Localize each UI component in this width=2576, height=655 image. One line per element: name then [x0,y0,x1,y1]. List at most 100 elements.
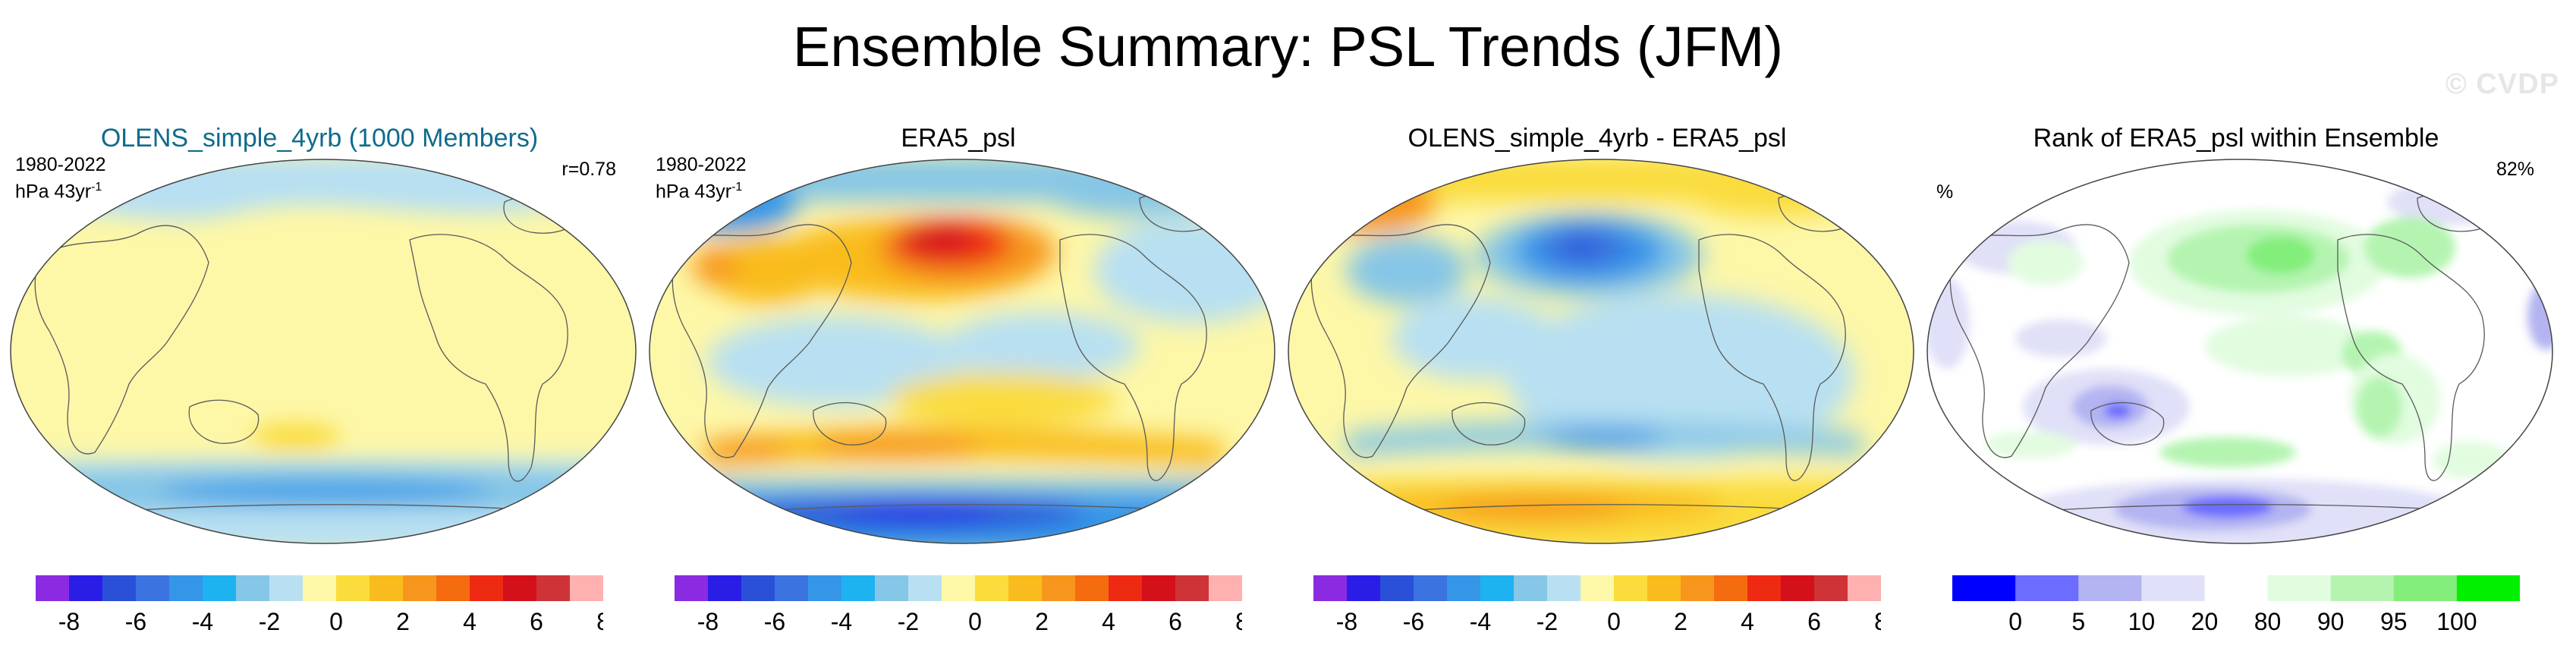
period-label: 1980-2022 [656,154,747,175]
colorbar-swatch [370,575,404,601]
colorbar-tick-label: 20 [2191,608,2219,633]
colorbar-tick-label: 4 [463,608,477,633]
panel-title: OLENS_simple_4yrb (1000 Members) [100,124,539,153]
colorbar-tick-label: 100 [2436,608,2477,633]
colorbar-swatch [403,575,437,601]
colorbar-swatch [975,575,1009,601]
colorbar-swatch [908,575,942,601]
colorbar-tick-label: -4 [192,608,213,633]
colorbar-swatch [2267,575,2332,601]
colorbar-swatch [36,575,70,601]
colorbar-swatch [1614,575,1648,601]
colorbar-swatch [203,575,237,601]
colorbar-swatch [1547,575,1581,601]
colorbar-tick-label: 0 [1607,608,1621,633]
colorbar-swatch [708,575,742,601]
colorbar-swatch [436,575,470,601]
panel-title: ERA5_psl [901,124,1016,153]
colorbar-swatch [1781,575,1815,601]
colorbar-tick-label: 10 [2128,608,2156,633]
colorbar-swatch [2204,575,2269,601]
colorbar-swatch [741,575,775,601]
colorbar-tick-label: 5 [2071,608,2085,633]
colorbar-swatch [2393,575,2458,601]
panel-title: Rank of ERA5_psl within Ensemble [2033,124,2439,153]
colorbar-tick-label: 6 [1807,608,1821,633]
colorbar-trend-1: -8 -6 -4 -2 0 2 4 6 8 [36,575,603,633]
colorbar-swatch [1414,575,1448,601]
colorbar-tick-label: -6 [1403,608,1424,633]
colorbar-swatch [1447,575,1481,601]
correlation-label: r=0.78 [561,159,616,180]
colorbar-tick-label: -6 [125,608,146,633]
period-label: 1980-2022 [15,154,106,175]
colorbar-tick-label: -8 [1336,608,1357,633]
area-percent-label: 82% [2496,159,2534,180]
colorbar-swatch [169,575,203,601]
colorbar-tick-label: 2 [396,608,410,633]
colorbar-swatch [1814,575,1848,601]
panel-era5: ERA5_psl 1980-2022 hPa 43yr-1 [639,114,1278,645]
colorbar-swatch [570,575,603,601]
colorbar-tick-label: 4 [1741,608,1754,633]
colorbar-tick-label: 2 [1035,608,1049,633]
colorbar-swatch [1347,575,1381,601]
colorbar-tick-label: -2 [259,608,280,633]
panel-rank: Rank of ERA5_psl within Ensemble % 82% [1917,114,2556,645]
colorbar-swatch [102,575,137,601]
colorbar-swatch [503,575,537,601]
colorbar-tick-label: 6 [1168,608,1182,633]
colorbar-tick-label: 2 [1674,608,1687,633]
units-label: hPa 43yr-1 [15,181,102,203]
colorbar-tick-label: -2 [898,608,919,633]
colorbar-swatch [2015,575,2079,601]
colorbar-swatch [841,575,876,601]
colorbar-tick-label: -8 [58,608,80,633]
colorbar-swatch [236,575,270,601]
colorbar-swatch [336,575,370,601]
colorbar-tick-label: 95 [2380,608,2408,633]
colorbar-swatch [1681,575,1715,601]
colorbar-swatch [775,575,809,601]
colorbar-swatch [875,575,909,601]
colorbar-swatch [1109,575,1143,601]
colorbar-swatch [1647,575,1681,601]
figure-title: Ensemble Summary: PSL Trends (JFM) [793,15,1783,78]
panel-ensemble-mean: OLENS_simple_4yrb (1000 Members) 1980-20… [0,114,639,645]
colorbar-swatch [69,575,103,601]
colorbar-tick-label: -4 [831,608,852,633]
colorbar-swatch [1747,575,1782,601]
colorbar-swatch [136,575,170,601]
map-ensemble-mean [10,159,637,544]
colorbar-tick-label: -8 [697,608,719,633]
colorbar-swatch [1075,575,1109,601]
panel-title: OLENS_simple_4yrb - ERA5_psl [1408,124,1787,153]
colorbar-tick-label: 0 [2008,608,2022,633]
colorbar-tick-label: 4 [1102,608,1115,633]
map-era5 [649,159,1275,544]
colorbar-trend-3: -8 -6 -4 -2 0 2 4 6 8 [1313,575,1881,633]
colorbar-tick-label: 6 [530,608,543,633]
colorbar-swatch [1952,575,2016,601]
colorbar-swatch [536,575,571,601]
colorbar-tick-label: 90 [2317,608,2345,633]
colorbar-swatch [1514,575,1548,601]
colorbar-swatch [1175,575,1209,601]
colorbar-swatch [1209,575,1242,601]
colorbar-tick-label: 0 [968,608,982,633]
colorbar-swatch [1714,575,1748,601]
colorbar-swatch [1142,575,1176,601]
colorbar-tick-label: -4 [1470,608,1491,633]
colorbar-tick-label: 8 [1874,608,1881,633]
colorbar-swatch [808,575,842,601]
colorbar-tick-label: -6 [764,608,785,633]
units-label: hPa 43yr-1 [656,181,743,203]
panel-difference: OLENS_simple_4yrb - ERA5_psl [1278,114,1917,645]
colorbar-swatch [2330,575,2395,601]
map-rank [1926,159,2553,544]
units-label: % [1936,181,1954,203]
colorbar-swatch [1848,575,1881,601]
colorbar-tick-label: 80 [2254,608,2282,633]
colorbar-swatch [470,575,504,601]
colorbar-swatch [1313,575,1348,601]
